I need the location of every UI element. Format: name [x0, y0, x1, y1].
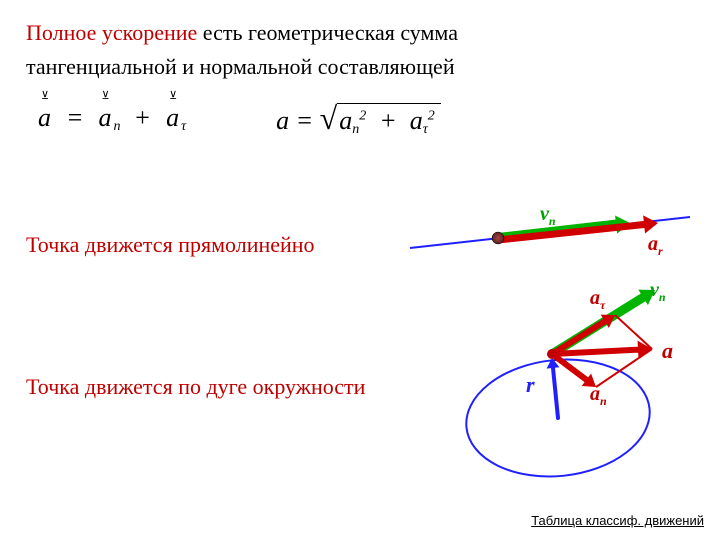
- sub-tau: τ: [181, 119, 186, 134]
- svg-text:vn: vn: [650, 279, 666, 304]
- caption-arc: Точка движется по дуге окружности: [26, 374, 365, 400]
- eq-sign: =: [289, 106, 320, 135]
- sub-tau2: τ: [423, 122, 428, 137]
- title-line1: Полное ускорение есть геометрическая сум…: [26, 20, 458, 46]
- radical-icon: √: [320, 100, 338, 136]
- sym-at: a: [166, 103, 179, 132]
- svg-text:r: r: [526, 372, 535, 397]
- title-emphasis: Полное ускорение: [26, 20, 197, 45]
- figure-arc: vn aτ an a r: [440, 270, 720, 490]
- vector-equation: a = an + aτ: [36, 103, 186, 135]
- sub-n: n: [114, 119, 121, 134]
- sym-an2: a: [339, 106, 352, 135]
- caption-linear: Точка движется прямолинейно: [26, 232, 315, 258]
- sub-n2: n: [352, 122, 359, 137]
- sym-a2: a: [276, 106, 289, 135]
- svg-text:ar: ar: [648, 233, 663, 258]
- svg-text:aτ: aτ: [590, 287, 606, 312]
- title-line2: тангенциальной и нормальной составляющей: [26, 54, 455, 80]
- sup-2a: 2: [359, 108, 366, 123]
- title-rest: есть геометрическая сумма: [197, 20, 458, 45]
- magnitude-equation: a = √ an2 + aτ2: [276, 100, 441, 138]
- sym-at2: a: [410, 106, 423, 135]
- svg-text:a: a: [662, 338, 673, 363]
- svg-text:an: an: [590, 383, 607, 408]
- sup-2b: 2: [428, 108, 435, 123]
- classification-table-link[interactable]: Таблица классиф. движений: [531, 513, 704, 528]
- sym-an: a: [99, 103, 112, 132]
- svg-text:vn: vn: [540, 203, 556, 228]
- formulas-row: a = an + aτ a = √ an2 + aτ2: [36, 100, 441, 138]
- sym-a: a: [38, 103, 51, 132]
